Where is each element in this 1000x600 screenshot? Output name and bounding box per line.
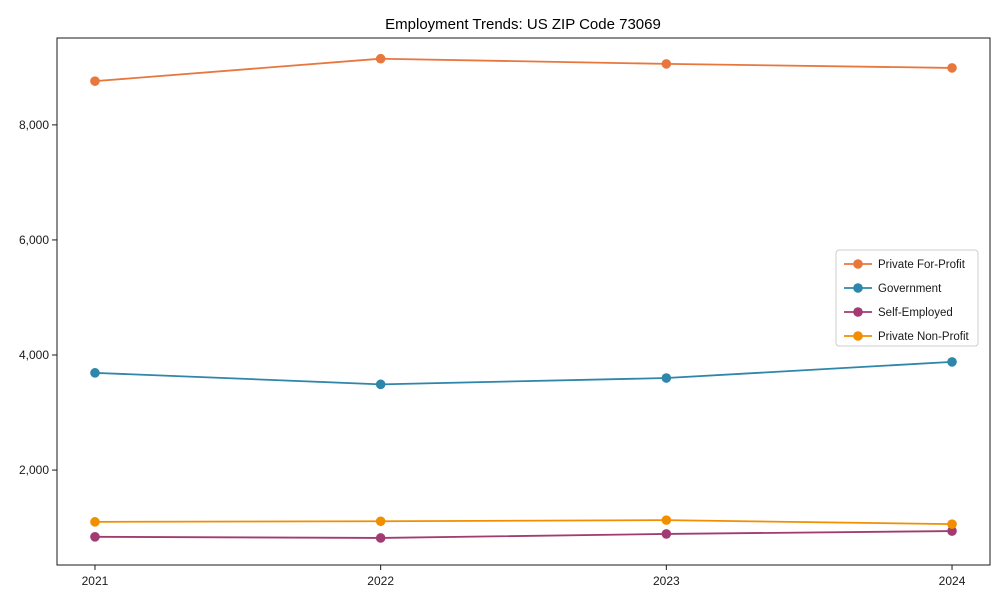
data-point	[947, 357, 957, 367]
data-point	[661, 373, 672, 383]
data-point	[661, 59, 672, 69]
legend-label: Government	[878, 283, 942, 295]
legend-marker-point	[853, 331, 863, 341]
y-tick-label: 2,000	[19, 463, 49, 477]
data-point	[661, 515, 672, 525]
x-tick-label: 2023	[653, 574, 680, 588]
series-line	[94, 361, 953, 386]
y-tick-label: 6,000	[19, 233, 49, 247]
x-tick-label: 2024	[939, 574, 966, 588]
legend-marker-point	[853, 307, 863, 317]
plot-area: 2,000 4,000 6,000 8,000 2021 2022 2023 2024 Priv…	[19, 37, 991, 588]
data-point	[90, 517, 100, 527]
legend-label: Private For-Profit	[878, 259, 966, 271]
legend-label: Private Non-Profit	[878, 331, 970, 343]
data-point	[947, 63, 957, 73]
chart-title: Employment Trends: US ZIP Code 73069	[385, 16, 661, 33]
data-point	[947, 519, 957, 529]
data-point	[90, 532, 100, 542]
data-point	[375, 516, 386, 527]
data-point	[661, 529, 672, 539]
x-tick-label: 2022	[367, 574, 394, 588]
series-line	[94, 519, 953, 526]
legend-marker-point	[853, 283, 863, 293]
y-tick-label: 4,000	[19, 348, 49, 362]
data-point	[375, 533, 386, 543]
series-line	[94, 530, 953, 539]
data-point	[90, 76, 100, 86]
axes-frame	[56, 37, 991, 566]
series-line	[94, 57, 953, 83]
data-point	[90, 368, 100, 378]
x-tick-label: 2021	[82, 574, 109, 588]
data-point	[375, 53, 386, 64]
data-point	[947, 526, 957, 536]
data-point	[375, 379, 386, 390]
y-tick-label: 8,000	[19, 118, 49, 132]
legend-marker-point	[853, 259, 863, 269]
legend-box	[835, 249, 979, 347]
legend-label: Self-Employed	[878, 307, 953, 319]
